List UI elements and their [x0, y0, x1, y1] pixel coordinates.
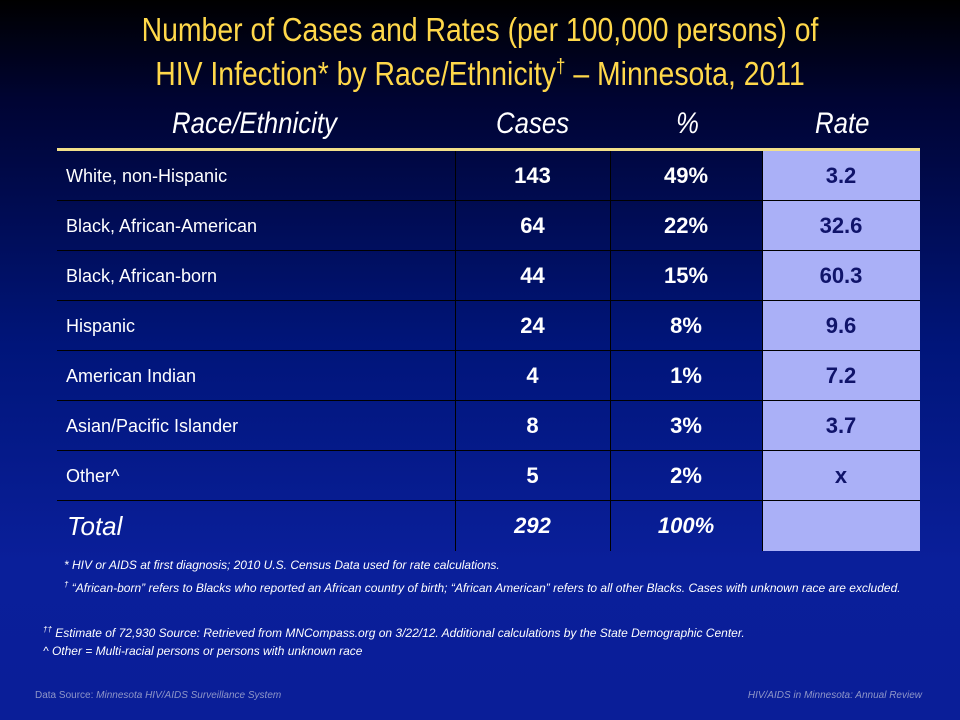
title-dagger: † — [555, 56, 566, 78]
table-row: Hispanic 24 8% 9.6 — [57, 301, 920, 351]
footnote-hiv-aids: * HIV or AIDS at first diagnosis; 2010 U… — [64, 558, 500, 572]
row-rate: 3.2 — [825, 163, 857, 188]
footer-report-name: HIV/AIDS in Minnesota: Annual Review — [747, 690, 922, 701]
table-row: American Indian 4 1% 7.2 — [57, 351, 920, 401]
row-divider — [57, 300, 920, 301]
row-cases: 64 — [520, 213, 545, 238]
footnote-african-born: † “African-born” refers to Blacks who re… — [64, 580, 924, 596]
row-cases: 143 — [514, 163, 551, 188]
row-rate: 7.2 — [825, 363, 857, 388]
row-percent: 8% — [670, 313, 702, 338]
header-percent: % — [676, 107, 699, 140]
footnote-african-born-text: “African-born” refers to Blacks who repo… — [68, 581, 901, 595]
row-cases: 5 — [526, 463, 539, 488]
title-line-1: Number of Cases and Rates (per 100,000 p… — [141, 11, 819, 48]
row-percent: 2% — [670, 463, 702, 488]
total-rate — [762, 501, 920, 551]
footnote-estimate: †† Estimate of 72,930 Source: Retrieved … — [43, 625, 923, 641]
row-cases: 8 — [526, 413, 539, 438]
footer-source-prefix: Data Source: — [35, 690, 97, 701]
row-label: Black, African-American — [66, 216, 258, 236]
column-divider — [610, 151, 611, 551]
footnote-dagger: † — [64, 580, 69, 589]
footer-data-source: Data Source: Minnesota HIV/AIDS Surveill… — [35, 690, 281, 702]
footnote-estimate-text: Estimate of 72,930 Source: Retrieved fro… — [51, 626, 745, 640]
table-row: Other^ 5 2% x — [57, 451, 920, 501]
row-divider — [57, 400, 920, 401]
header-rate: Rate — [815, 107, 870, 140]
column-divider — [455, 151, 456, 551]
table-row: Asian/Pacific Islander 8 3% 3.7 — [57, 401, 920, 451]
row-cases: 4 — [526, 363, 539, 388]
title-line-2-end: – Minnesota, 2011 — [565, 55, 805, 92]
row-percent: 1% — [670, 363, 702, 388]
row-rate: 60.3 — [819, 263, 863, 288]
table-row: Black, African-American 64 22% 32.6 — [57, 201, 920, 251]
title-line-2-main: HIV Infection* by Race/Ethnicity — [155, 55, 556, 92]
row-divider — [57, 450, 920, 451]
row-divider — [57, 350, 920, 351]
row-percent: 22% — [663, 213, 709, 238]
row-rate: 9.6 — [825, 313, 857, 338]
row-label: Hispanic — [66, 316, 136, 336]
row-percent: 3% — [670, 413, 702, 438]
slide-title: Number of Cases and Rates (per 100,000 p… — [67, 8, 893, 96]
header-race-ethnicity: Race/Ethnicity — [172, 107, 337, 140]
row-label: Black, African-born — [66, 266, 218, 286]
total-row: Total 292 100% — [57, 501, 920, 551]
row-percent: 15% — [663, 263, 709, 288]
footer-source-name: Minnesota HIV/AIDS Surveillance System — [96, 690, 282, 701]
row-label: Other^ — [66, 466, 120, 486]
row-divider — [57, 200, 920, 201]
table-row: White, non-Hispanic 143 49% 3.2 — [57, 151, 920, 201]
title-line-2: HIV Infection* by Race/Ethnicity† – Minn… — [67, 52, 893, 96]
row-divider — [57, 250, 920, 251]
row-cases: 24 — [520, 313, 545, 338]
header-cases: Cases — [496, 107, 570, 140]
total-cases: 292 — [514, 513, 551, 538]
footnote-other: ^ Other = Multi-racial persons or person… — [43, 644, 363, 658]
row-rate: 32.6 — [819, 213, 863, 238]
row-cases: 44 — [520, 263, 545, 288]
table-row: Black, African-born 44 15% 60.3 — [57, 251, 920, 301]
rate-column-background — [762, 151, 920, 551]
row-percent: 49% — [663, 163, 709, 188]
row-label: American Indian — [66, 366, 197, 386]
row-rate: 3.7 — [825, 413, 857, 438]
column-divider — [762, 151, 763, 551]
row-label: Asian/Pacific Islander — [66, 416, 239, 436]
row-label: White, non-Hispanic — [66, 166, 228, 186]
total-percent: 100% — [657, 513, 715, 538]
row-divider — [57, 500, 920, 501]
footnote-double-dagger: †† — [43, 625, 52, 634]
total-label: Total — [67, 511, 123, 541]
row-rate: x — [834, 463, 848, 488]
header-rule — [57, 148, 920, 151]
